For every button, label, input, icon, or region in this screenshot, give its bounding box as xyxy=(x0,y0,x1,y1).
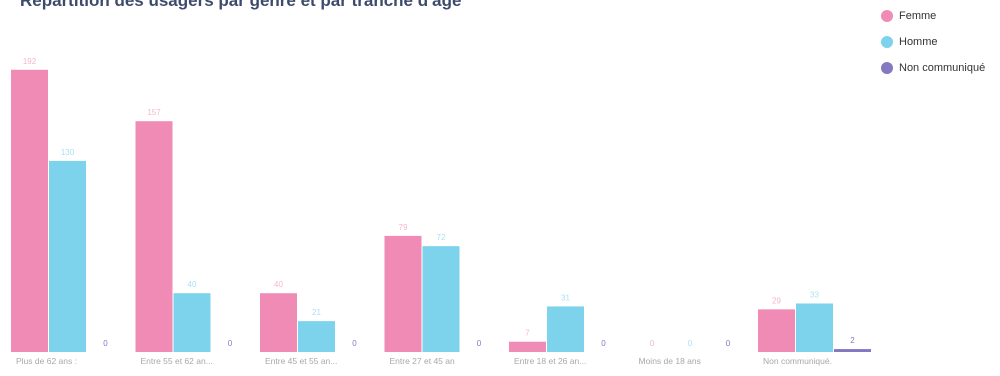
legend-swatch-non-communique xyxy=(881,61,893,74)
data-label-homme-2: 21 xyxy=(312,308,321,317)
legend-item-non-communique[interactable]: Non communiqué xyxy=(881,61,1000,74)
bar-non-communiqu--6[interactable] xyxy=(834,349,871,352)
data-label-femme-6: 29 xyxy=(772,296,781,305)
data-label-non-communiqu--0: 0 xyxy=(103,339,108,348)
legend-item-femme[interactable]: Femme xyxy=(881,9,1000,22)
bar-homme-1[interactable] xyxy=(173,293,211,352)
data-label-homme-0: 130 xyxy=(61,148,75,157)
bar-homme-4[interactable] xyxy=(547,306,584,352)
bar-chart: 192 130 0 Plus de 62 ans : 157 40 0 Entre 55 et… xyxy=(11,57,871,366)
data-label-homme-3: 72 xyxy=(437,233,446,242)
chart-title: Répartition des usagers par genre et par… xyxy=(20,0,462,10)
data-label-homme-4: 31 xyxy=(561,293,570,302)
legend-label-femme: Femme xyxy=(899,9,937,22)
bar-homme-0[interactable] xyxy=(49,160,86,352)
bar-homme-2[interactable] xyxy=(298,321,335,352)
data-label-homme-6: 33 xyxy=(810,290,819,299)
data-label-non-communiqu--2: 0 xyxy=(352,339,357,348)
legend-swatch-femme xyxy=(881,9,893,22)
bar-femme-0[interactable] xyxy=(11,69,48,352)
data-label-femme-4: 7 xyxy=(525,329,530,338)
data-label-non-communiqu--1: 0 xyxy=(228,339,233,348)
bar-femme-1[interactable] xyxy=(135,121,173,353)
data-label-non-communiqu--3: 0 xyxy=(477,339,482,348)
legend: Femme Homme Non communiqué xyxy=(881,9,1000,87)
bar-femme-4[interactable] xyxy=(509,341,546,352)
legend-swatch-homme xyxy=(881,35,893,48)
bar-femme-6[interactable] xyxy=(758,309,795,352)
data-label-non-communiqu--6: 2 xyxy=(850,336,855,345)
data-label-femme-3: 79 xyxy=(399,223,408,232)
legend-label-non-communique: Non communiqué xyxy=(899,61,986,74)
x-tick-label-5: Moins de 18 ans xyxy=(639,356,701,366)
bar-femme-2[interactable] xyxy=(260,293,297,352)
bar-homme-6[interactable] xyxy=(796,303,833,352)
bar-homme-3[interactable] xyxy=(422,246,460,352)
x-tick-label-4: Entre 18 et 26 an... xyxy=(514,356,586,366)
bar-femme-3[interactable] xyxy=(384,235,422,352)
data-label-homme-5: 0 xyxy=(688,339,693,348)
x-tick-label-0: Plus de 62 ans : xyxy=(16,356,77,366)
legend-label-homme: Homme xyxy=(899,35,938,48)
legend-item-homme[interactable]: Homme xyxy=(881,35,1000,48)
data-label-femme-1: 157 xyxy=(147,108,161,117)
x-tick-label-2: Entre 45 et 55 an... xyxy=(265,356,337,366)
x-tick-label-3: Entre 27 et 45 an xyxy=(390,356,455,366)
data-label-non-communiqu--5: 0 xyxy=(726,339,731,348)
data-label-femme-5: 0 xyxy=(650,339,655,348)
x-tick-label-6: Non communiqué. xyxy=(763,356,832,366)
data-label-femme-2: 40 xyxy=(274,280,283,289)
data-label-non-communiqu--4: 0 xyxy=(601,339,606,348)
x-tick-label-1: Entre 55 et 62 an... xyxy=(141,356,213,366)
data-label-homme-1: 40 xyxy=(188,280,197,289)
data-label-femme-0: 192 xyxy=(23,57,37,66)
